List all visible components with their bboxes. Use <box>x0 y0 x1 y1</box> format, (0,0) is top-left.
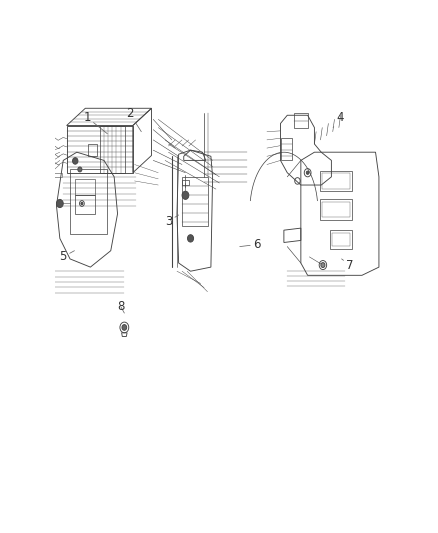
Bar <box>100 125 125 173</box>
Circle shape <box>182 191 189 199</box>
Circle shape <box>73 158 78 164</box>
Circle shape <box>122 325 127 330</box>
Text: 8: 8 <box>117 301 125 313</box>
Bar <box>75 195 95 214</box>
Bar <box>67 125 133 173</box>
Text: 1: 1 <box>83 111 107 134</box>
Circle shape <box>306 171 309 174</box>
Bar <box>182 180 189 185</box>
Bar <box>294 113 307 127</box>
Text: 7: 7 <box>342 259 354 271</box>
Bar <box>88 144 97 156</box>
Text: 3: 3 <box>165 215 179 228</box>
Text: 4: 4 <box>333 111 344 127</box>
Circle shape <box>321 263 325 268</box>
Text: 6: 6 <box>240 238 261 251</box>
Text: 5: 5 <box>60 251 74 263</box>
Bar <box>281 138 292 160</box>
Circle shape <box>187 235 194 242</box>
Bar <box>321 202 350 217</box>
Bar <box>320 199 352 220</box>
Bar <box>182 177 208 226</box>
Bar <box>53 173 61 177</box>
Bar <box>320 171 352 191</box>
Text: 2: 2 <box>126 107 141 132</box>
Circle shape <box>81 202 83 205</box>
Bar <box>332 232 350 246</box>
Bar <box>330 230 352 248</box>
Circle shape <box>78 167 82 172</box>
Circle shape <box>57 199 63 207</box>
Bar <box>75 179 95 195</box>
Bar <box>70 168 107 235</box>
Bar <box>321 173 350 189</box>
